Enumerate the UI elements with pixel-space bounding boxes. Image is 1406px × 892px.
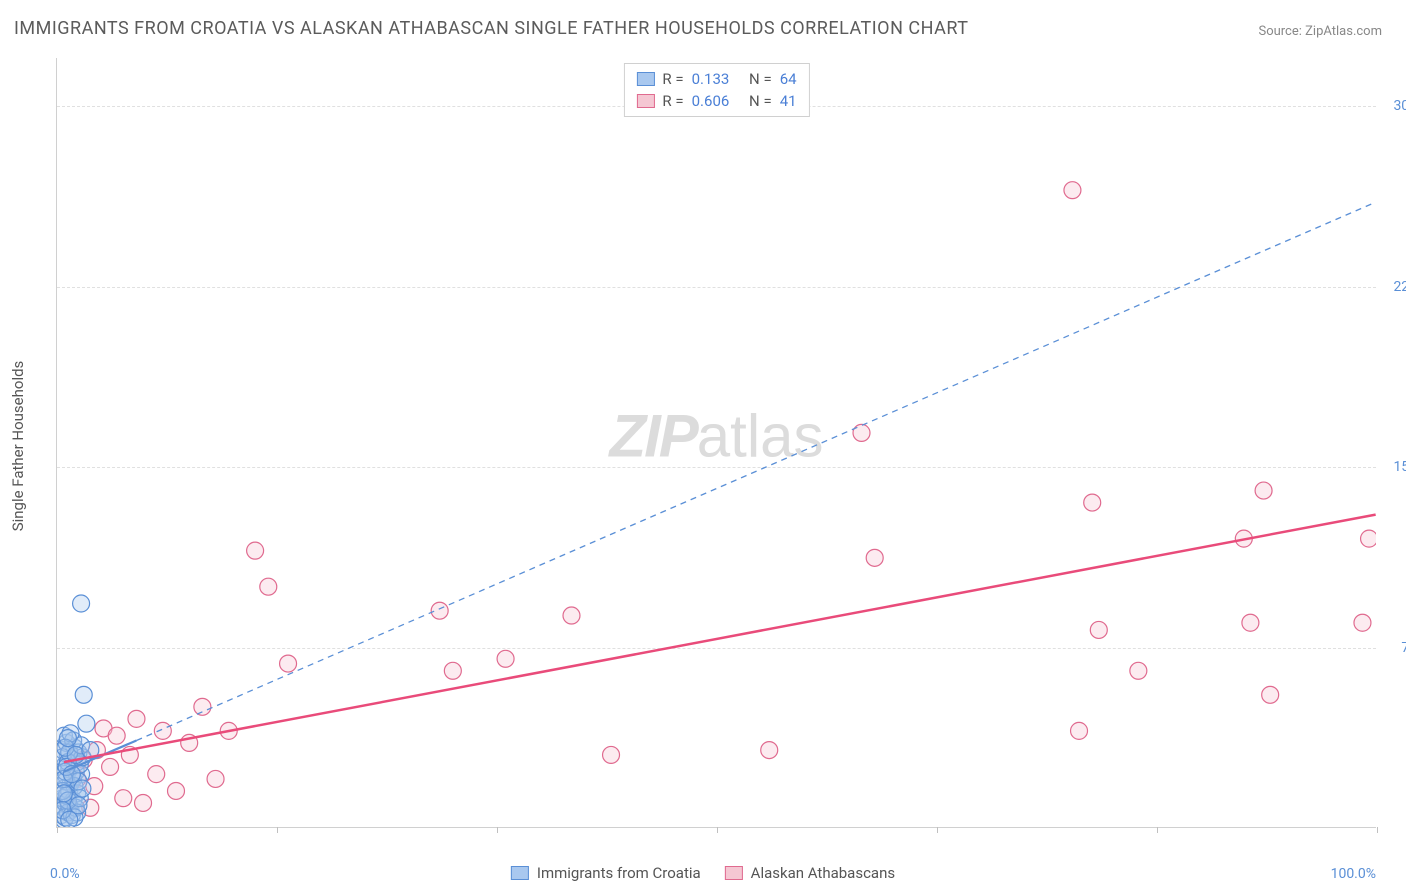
data-point (603, 746, 620, 763)
data-point (75, 686, 92, 703)
n-value-2: 41 (780, 92, 797, 110)
r-label-2: R = (662, 92, 683, 110)
y-tick-label: 15.0% (1393, 459, 1406, 475)
data-point (497, 650, 514, 667)
x-tick (57, 827, 58, 833)
legend-label-1: Immigrants from Croatia (537, 864, 701, 882)
data-point (280, 655, 297, 672)
legend-label-2: Alaskan Athabascans (751, 864, 895, 882)
data-point (74, 780, 91, 797)
n-label-1: N = (749, 70, 772, 88)
legend-swatch-1b (511, 866, 529, 880)
data-point (108, 727, 125, 744)
legend-item-2: Alaskan Athabascans (725, 864, 895, 882)
trend-line (136, 202, 1375, 740)
data-point (57, 785, 72, 802)
data-point (194, 698, 211, 715)
chart-title: IMMIGRANTS FROM CROATIA VS ALASKAN ATHAB… (14, 18, 968, 39)
r-value-1: 0.133 (692, 70, 730, 88)
y-axis-label: Single Father Households (9, 361, 27, 532)
legend-row-1: R = 0.133 N = 64 (636, 68, 796, 90)
data-point (70, 797, 87, 814)
x-tick (277, 827, 278, 833)
data-point (1242, 614, 1259, 631)
legend-correlation: R = 0.133 N = 64 R = 0.606 N = 41 (623, 63, 809, 117)
data-point (761, 742, 778, 759)
legend-item-1: Immigrants from Croatia (511, 864, 701, 882)
data-point (1064, 182, 1081, 199)
data-point (1130, 662, 1147, 679)
source-label: Source: ZipAtlas.com (1258, 24, 1382, 39)
y-tick-label: 30.0% (1393, 98, 1406, 114)
data-point (260, 578, 277, 595)
data-point (1255, 482, 1272, 499)
data-point (1090, 621, 1107, 638)
legend-swatch-2 (636, 94, 654, 108)
r-value-2: 0.606 (692, 92, 730, 110)
data-point (207, 770, 224, 787)
x-axis-min-label: 0.0% (50, 866, 80, 882)
data-point (102, 758, 119, 775)
data-point (73, 595, 90, 612)
data-point (128, 710, 145, 727)
data-point (59, 730, 76, 747)
chart-svg (57, 58, 1376, 827)
n-label-2: N = (749, 92, 772, 110)
y-tick-label: 22.5% (1393, 279, 1406, 295)
data-point (1071, 722, 1088, 739)
x-axis-max-label: 100.0% (1331, 866, 1376, 882)
data-point (247, 542, 264, 559)
data-point (1084, 494, 1101, 511)
legend-row-2: R = 0.606 N = 41 (636, 90, 796, 112)
n-value-1: 64 (780, 70, 797, 88)
data-point (866, 549, 883, 566)
data-point (154, 722, 171, 739)
data-point (115, 790, 132, 807)
x-tick (1377, 827, 1378, 833)
data-point (1361, 530, 1376, 547)
data-point (78, 715, 95, 732)
x-tick (497, 827, 498, 833)
data-point (1262, 686, 1279, 703)
data-point (853, 424, 870, 441)
legend-swatch-1 (636, 72, 654, 86)
plot-area: ZIPatlas 7.5%15.0%22.5%30.0% R = 0.133 N… (56, 58, 1376, 828)
data-point (135, 794, 152, 811)
data-point (168, 782, 185, 799)
r-label-1: R = (662, 70, 683, 88)
legend-swatch-2b (725, 866, 743, 880)
x-tick (1157, 827, 1158, 833)
data-point (1354, 614, 1371, 631)
data-point (563, 607, 580, 624)
data-point (444, 662, 461, 679)
y-tick-label: 7.5% (1401, 640, 1406, 656)
x-tick (717, 827, 718, 833)
data-point (148, 766, 165, 783)
x-tick (937, 827, 938, 833)
legend-series: Immigrants from Croatia Alaskan Athabasc… (511, 864, 895, 882)
